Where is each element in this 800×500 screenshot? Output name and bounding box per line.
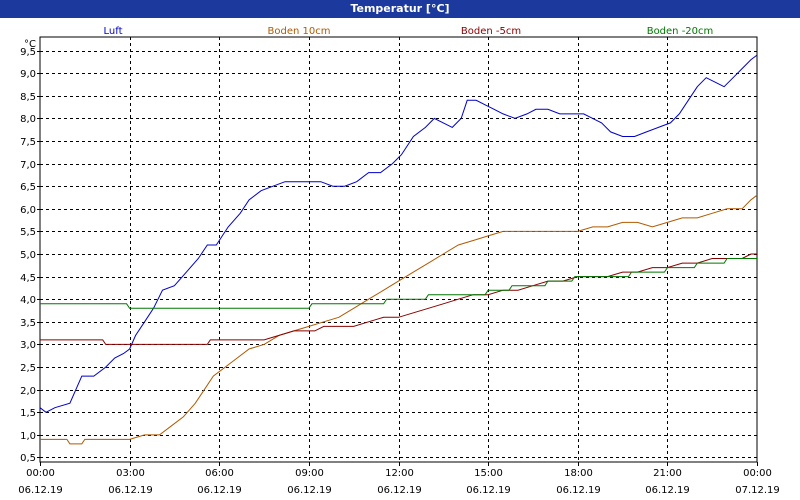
x-tick-time-label: 03:00 [116, 468, 145, 479]
y-tick-label: 2,0 [20, 386, 36, 397]
y-tick-label: 8,0 [20, 114, 36, 125]
legend-entry: Boden -5cm [461, 26, 521, 37]
x-tick-date-label: 07.12.19 [735, 485, 780, 496]
x-tick-date-label: 06.12.19 [645, 485, 690, 496]
y-tick-label: 1,5 [20, 408, 36, 419]
y-tick-label: 6,5 [20, 182, 36, 193]
x-tick-time-label: 06:00 [205, 468, 234, 479]
x-tick-date-label: 06.12.19 [466, 485, 511, 496]
y-tick-label: 0,5 [20, 453, 36, 464]
series-line [40, 194, 758, 445]
legend-entry: Luft [104, 26, 123, 37]
y-tick-label: 9,0 [20, 69, 36, 80]
legend-entry: Boden 10cm [268, 26, 331, 37]
y-tick-label: 6,0 [20, 205, 36, 216]
plot-area [39, 36, 758, 463]
series-line [40, 258, 757, 309]
y-tick-label: 3,5 [20, 318, 36, 329]
x-tick-date-label: 06.12.19 [18, 485, 63, 496]
y-tick-label: 4,0 [20, 295, 36, 306]
x-tick-date-label: 06.12.19 [108, 485, 153, 496]
x-tick-time-label: 09:00 [295, 468, 324, 479]
x-tick-time-label: 00:00 [743, 468, 772, 479]
series-line [39, 54, 758, 413]
x-tick-time-label: 21:00 [653, 468, 682, 479]
y-tick-label: 5,5 [20, 227, 36, 238]
x-tick-date-label: 06.12.19 [377, 485, 422, 496]
x-tick-date-label: 06.12.19 [556, 485, 601, 496]
y-tick-label: 9,5 [20, 47, 36, 58]
y-tick-label: 7,5 [20, 137, 36, 148]
x-tick-date-label: 06.12.19 [287, 485, 332, 496]
y-tick-label: 3,0 [20, 340, 36, 351]
y-tick-label: 2,5 [20, 363, 36, 374]
x-tick-time-label: 00:00 [26, 468, 55, 479]
y-axis-unit: °C [24, 39, 36, 50]
y-tick-label: 4,5 [20, 273, 36, 284]
x-tick-time-label: 15:00 [474, 468, 503, 479]
x-tick-date-label: 06.12.19 [197, 485, 242, 496]
x-tick-time-label: 12:00 [385, 468, 414, 479]
y-tick-label: 7,0 [20, 160, 36, 171]
series-line [40, 253, 757, 345]
x-tick-time-label: 18:00 [564, 468, 593, 479]
y-tick-label: 1,0 [20, 431, 36, 442]
legend-entry: Boden -20cm [647, 26, 714, 37]
y-tick-label: 8,5 [20, 92, 36, 103]
chart-title: Temperatur [°C] [0, 0, 800, 18]
y-tick-label: 5,0 [20, 250, 36, 261]
